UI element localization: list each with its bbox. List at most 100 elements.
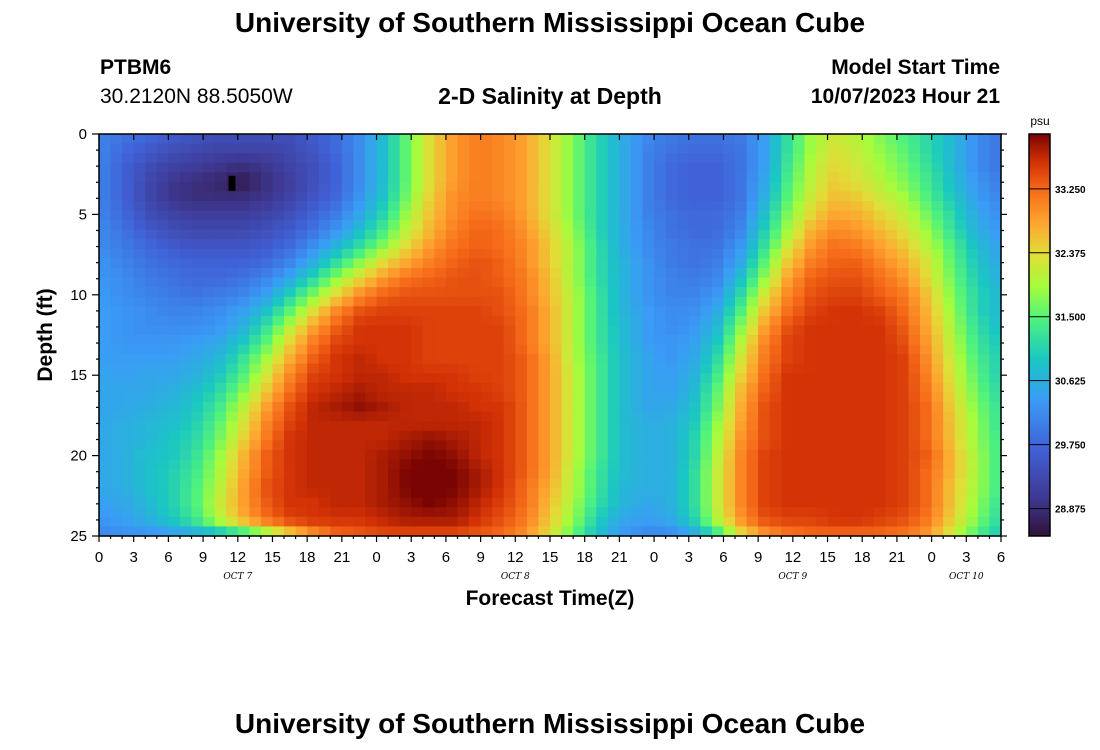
heatmap-cell	[307, 354, 320, 365]
heatmap-cell	[746, 507, 759, 518]
heatmap-cell	[758, 430, 771, 441]
heatmap-cell	[110, 296, 123, 307]
heatmap-cell	[469, 325, 482, 336]
heatmap-cell	[376, 287, 389, 298]
heatmap-cell	[792, 402, 806, 413]
heatmap-cell	[885, 440, 898, 451]
heatmap-cell	[330, 201, 343, 212]
heatmap-cell	[168, 220, 181, 231]
heatmap-cell	[561, 181, 574, 193]
heatmap-cell	[191, 162, 204, 173]
heatmap-cell	[110, 335, 123, 346]
heatmap-cell	[445, 220, 459, 231]
heatmap-cell	[850, 277, 863, 288]
heatmap-cell	[122, 296, 135, 307]
heatmap-cell	[896, 507, 910, 518]
heatmap-cell	[203, 248, 216, 260]
heatmap-cell	[307, 430, 320, 441]
heatmap-cell	[735, 363, 748, 374]
heatmap-cell	[850, 162, 863, 173]
heatmap-cell	[526, 469, 540, 480]
y-tick-label: 25	[70, 528, 87, 545]
heatmap-cell	[896, 354, 910, 365]
heatmap-cell	[353, 392, 366, 403]
heatmap-cell	[307, 181, 320, 193]
heatmap-cell	[145, 201, 158, 212]
heatmap-cell	[399, 239, 412, 250]
heatmap-cell	[607, 459, 620, 470]
heatmap-cell	[862, 268, 875, 279]
heatmap-cell	[295, 411, 308, 422]
heatmap-cell	[827, 440, 840, 451]
heatmap-cell	[700, 449, 713, 461]
heatmap-cell	[931, 478, 944, 489]
heatmap-cell	[769, 402, 782, 413]
heatmap-cell	[399, 162, 412, 173]
heatmap-cell	[99, 181, 112, 193]
heatmap-cell	[492, 268, 505, 279]
heatmap-cell	[388, 421, 401, 432]
heatmap-cell	[954, 248, 967, 260]
heatmap-cell	[480, 134, 493, 145]
heatmap-cell	[133, 459, 146, 470]
heatmap-cell	[307, 373, 320, 384]
heatmap-cell	[318, 134, 331, 145]
heatmap-cell	[792, 220, 806, 231]
heatmap-cell	[353, 201, 366, 212]
heatmap-cell	[735, 306, 748, 317]
heatmap-cell	[815, 220, 829, 231]
heatmap-cell	[873, 335, 886, 346]
heatmap-cell	[642, 277, 655, 288]
heatmap-cell	[399, 268, 412, 279]
heatmap-cell	[769, 277, 782, 288]
heatmap-cell	[688, 201, 701, 212]
heatmap-cell	[989, 277, 1002, 288]
heatmap-cell	[989, 440, 1002, 451]
heatmap-cell	[203, 344, 216, 355]
heatmap-cell	[677, 220, 690, 231]
heatmap-cell	[237, 220, 250, 231]
heatmap-cell	[307, 153, 320, 164]
heatmap-cell	[665, 392, 678, 403]
heatmap-cell	[804, 134, 817, 145]
heatmap-cell	[781, 516, 794, 528]
heatmap-cell	[249, 516, 262, 528]
heatmap-cell	[364, 526, 378, 537]
heatmap-cell	[954, 440, 967, 451]
heatmap-cell	[596, 162, 609, 173]
heatmap-cell	[133, 134, 146, 145]
heatmap-cell	[850, 306, 863, 317]
heatmap-cell	[445, 335, 459, 346]
heatmap-cell	[272, 210, 285, 221]
heatmap-cell	[723, 220, 736, 231]
heatmap-cell	[781, 296, 794, 307]
heatmap-cell	[746, 287, 759, 298]
heatmap-cell	[966, 402, 979, 413]
heatmap-cell	[654, 363, 667, 374]
heatmap-cell	[492, 421, 505, 432]
heatmap-cell	[191, 526, 204, 537]
heatmap-cell	[584, 507, 597, 518]
heatmap-cell	[538, 268, 551, 279]
heatmap-cell	[318, 277, 331, 288]
day-label: OCT 9	[778, 572, 807, 582]
heatmap-cell	[723, 258, 736, 269]
heatmap-cell	[203, 143, 216, 154]
heatmap-cell	[769, 373, 782, 384]
heatmap-cell	[388, 497, 401, 508]
heatmap-cell	[839, 373, 852, 384]
heatmap-cell	[469, 344, 482, 355]
heatmap-cell	[364, 143, 378, 154]
heatmap-cell	[480, 248, 493, 260]
heatmap-cell	[758, 248, 771, 260]
heatmap-cell	[376, 181, 389, 193]
heatmap-cell	[654, 382, 667, 394]
heatmap-cell	[977, 363, 991, 374]
heatmap-cell	[99, 497, 112, 508]
heatmap-cell	[850, 143, 863, 154]
heatmap-cell	[642, 430, 655, 441]
heatmap-cell	[341, 162, 355, 173]
heatmap-cell	[122, 459, 135, 470]
heatmap-cell	[920, 268, 933, 279]
heatmap-cell	[896, 421, 910, 432]
